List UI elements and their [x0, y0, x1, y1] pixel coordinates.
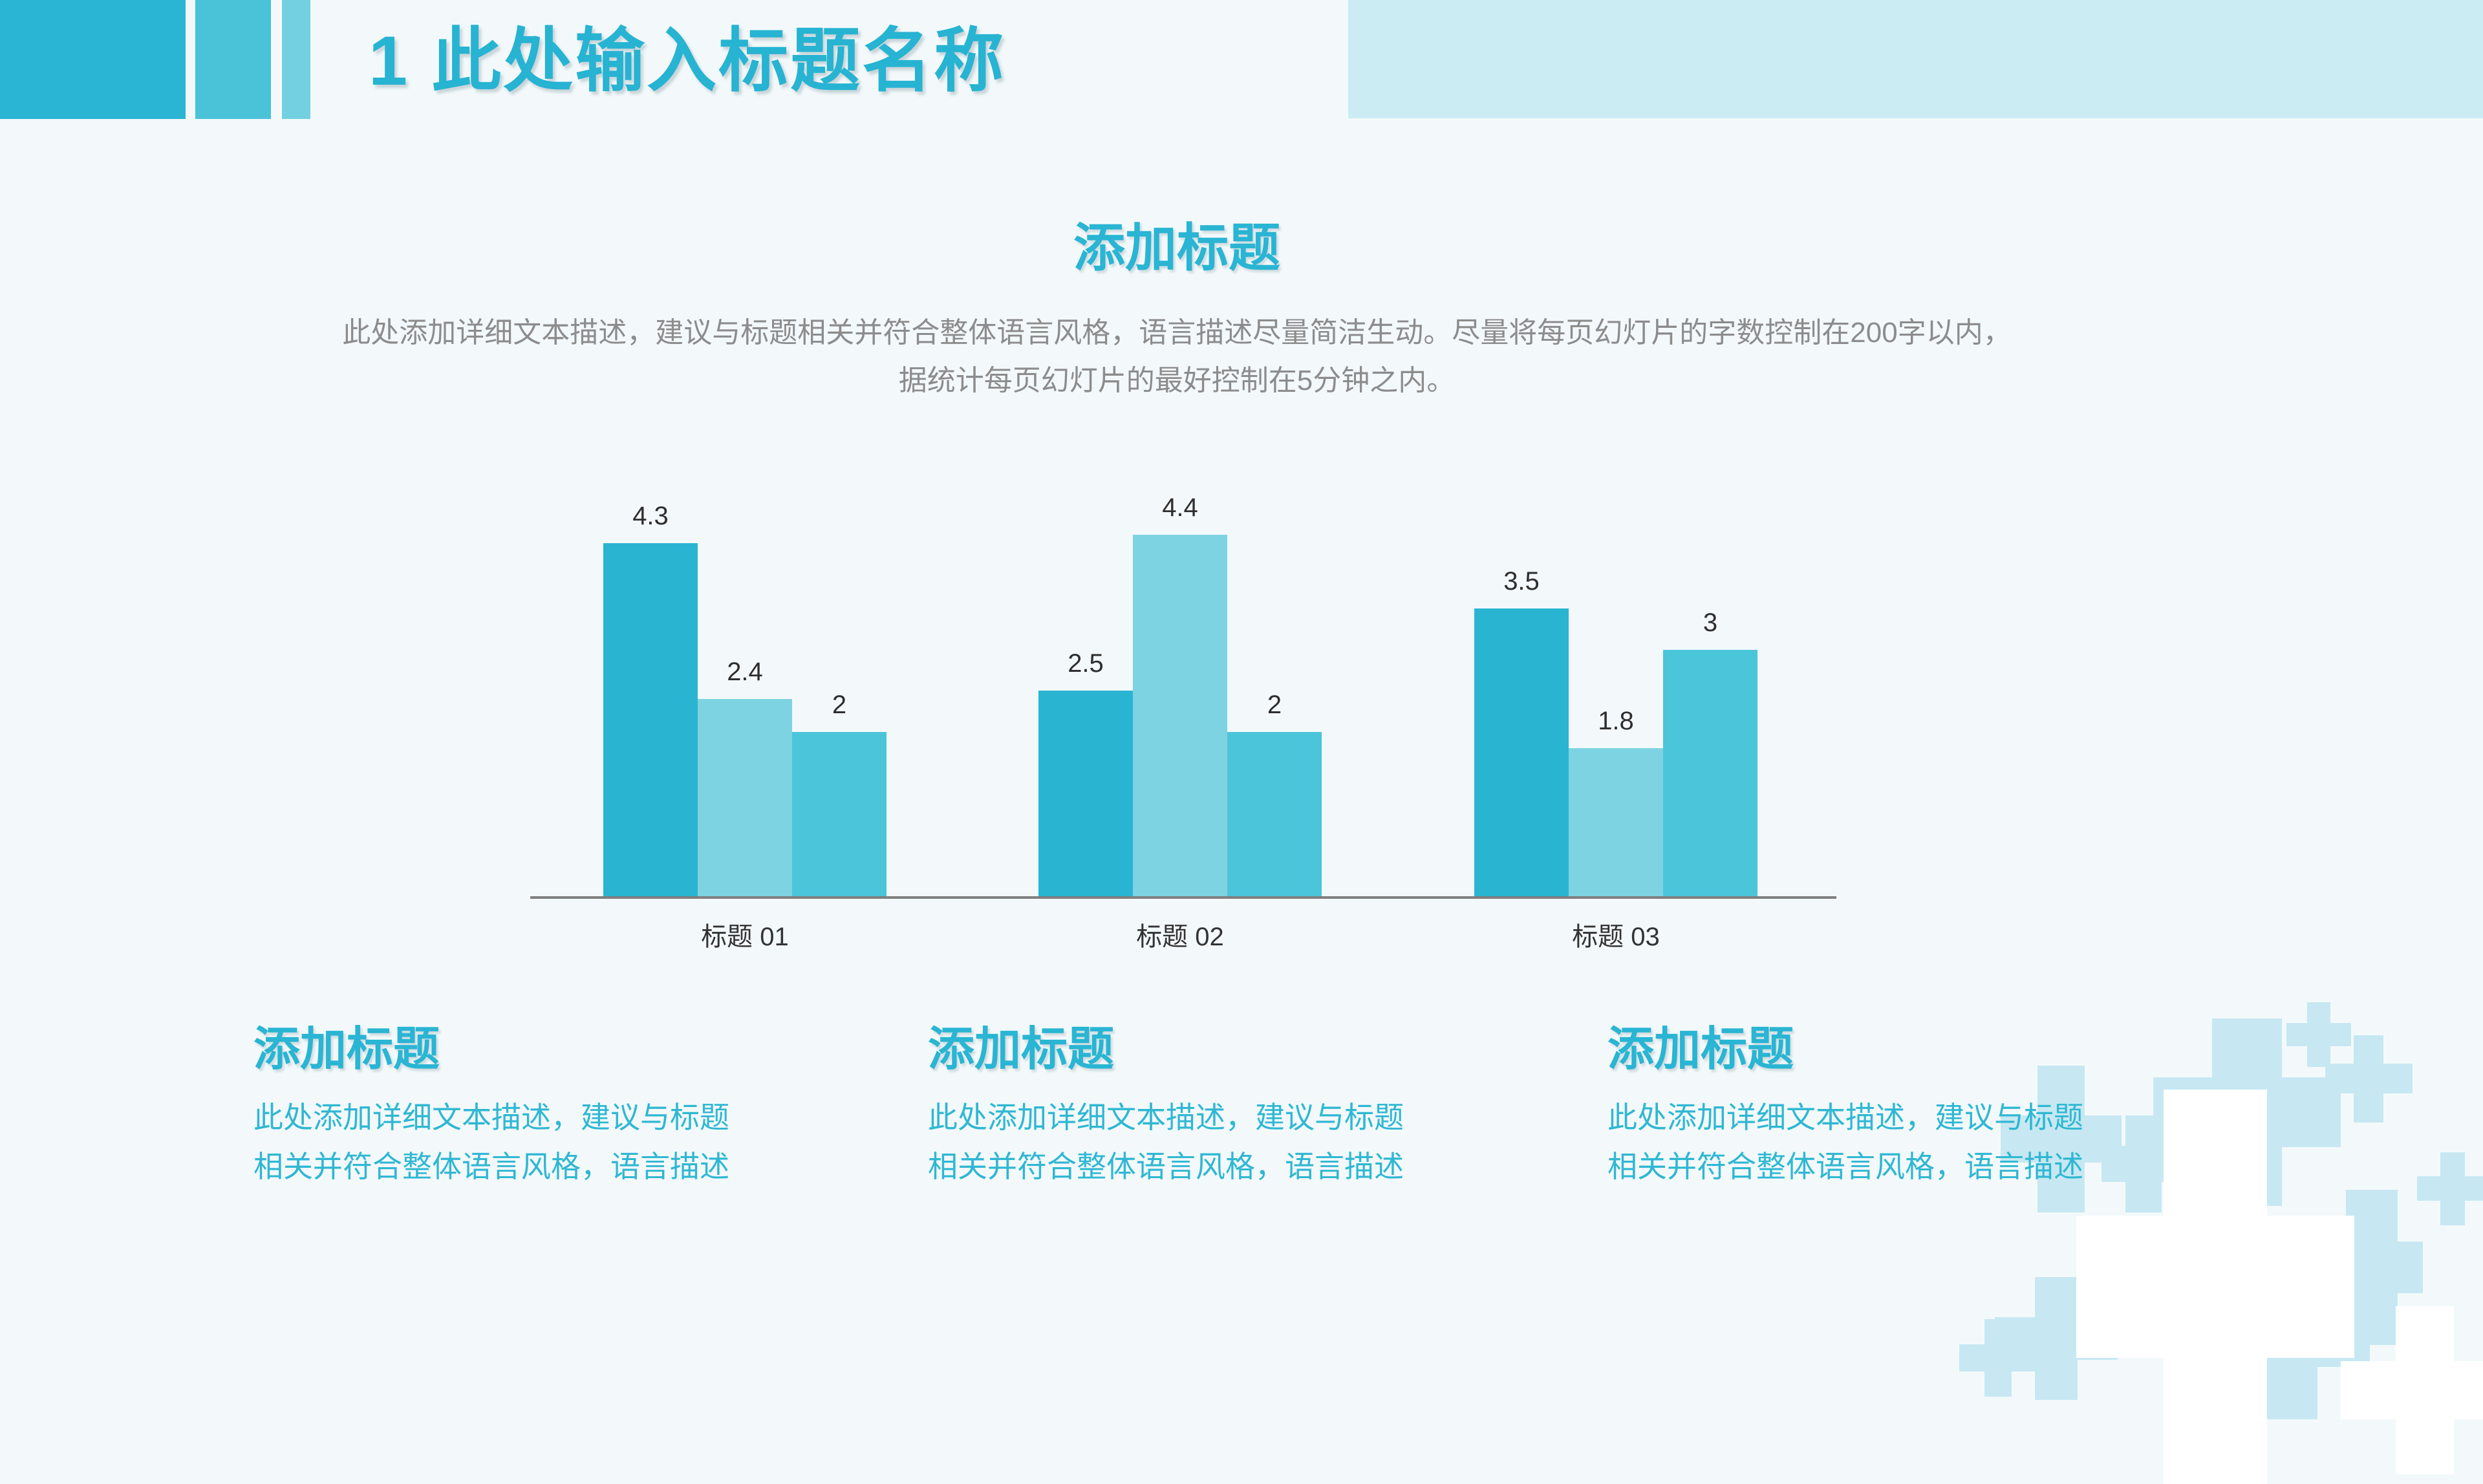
- page-title-text: 此处输入标题名称: [431, 21, 1006, 100]
- bar-group-2: 2.5 4.4 2 标题 02: [1038, 489, 1322, 951]
- data-label: 2: [832, 691, 847, 719]
- plus-cross-shape: [2417, 1152, 2483, 1225]
- grouped-bar-chart: 4.3 2.4 2 标题 01 2.5 4.4 2 标题 02 3.5 1.8 3 标题 03: [530, 489, 1836, 951]
- page-number: 1: [369, 21, 410, 100]
- bar-3-series-2: [1569, 748, 1663, 896]
- data-label: 2.5: [1068, 649, 1104, 678]
- page-title: 1 此处输入标题名称: [369, 19, 1005, 102]
- card-1-heading: 添加标题: [253, 1024, 440, 1075]
- bar-1-series-2: [698, 699, 792, 896]
- bar-1-series-3: [792, 732, 887, 896]
- data-label: 3.5: [1503, 567, 1540, 596]
- plus-cross-shape: [1959, 1319, 2037, 1397]
- bar-3-series-3: [1663, 650, 1757, 896]
- medical-cross-decoration: [1959, 1002, 2483, 1484]
- slide: 1 此处输入标题名称 添加标题 此处添加详细文本描述，建议与标题相关并符合整体语言…: [0, 0, 2483, 1191]
- bar-2-series-3: [1227, 732, 1322, 896]
- card-2: 添加标题 此处添加详细文本描述，建议与标题 相关并符合整体语言风格，语言描述: [928, 1022, 1484, 1191]
- section-description: 此处添加详细文本描述，建议与标题相关并符合整体语言风格，语言描述尽量简洁生动。尽…: [342, 317, 2012, 396]
- card-2-body: 此处添加详细文本描述，建议与标题 相关并符合整体语言风格，语言描述: [928, 1101, 1404, 1183]
- data-label: 2.4: [727, 658, 763, 686]
- data-label: 2: [1267, 691, 1282, 719]
- header-accent-bar-small: [282, 0, 310, 119]
- plus-cross-shape: [2325, 1035, 2413, 1123]
- bar-2-series-2: [1133, 535, 1227, 896]
- header-right-band: [1348, 0, 2483, 118]
- bar-group-3: 3.5 1.8 3 标题 03: [1474, 489, 1757, 951]
- data-label: 4.4: [1162, 493, 1198, 522]
- bar-2-series-1: [1038, 691, 1133, 896]
- plus-cross-shape: [2000, 1065, 2122, 1212]
- section-heading: 添加标题: [1073, 219, 1280, 277]
- card-1-body: 此处添加详细文本描述，建议与标题 相关并符合整体语言风格，语言描述: [253, 1101, 729, 1183]
- card-3-heading: 添加标题: [1607, 1024, 1794, 1075]
- category-label: 标题 02: [1136, 923, 1224, 951]
- card-3: 添加标题 此处添加详细文本描述，建议与标题 相关并符合整体语言风格，语言描述: [1607, 1022, 2164, 1191]
- data-label: 3: [1703, 608, 1718, 637]
- card-2-heading: 添加标题: [928, 1024, 1115, 1075]
- category-label: 标题 01: [701, 923, 789, 951]
- card-1: 添加标题 此处添加详细文本描述，建议与标题 相关并符合整体语言风格，语言描述: [253, 1022, 810, 1191]
- intro-section: 添加标题 此处添加详细文本描述，建议与标题相关并符合整体语言风格，语言描述尽量简…: [272, 217, 2082, 405]
- data-label: 4.3: [632, 502, 669, 530]
- card-3-body: 此处添加详细文本描述，建议与标题 相关并符合整体语言风格，语言描述: [1607, 1101, 2083, 1183]
- bar-3-series-1: [1474, 608, 1569, 896]
- bar-1-series-1: [603, 543, 698, 896]
- plus-cross-shape: [2286, 1002, 2351, 1067]
- header-accent-bar-medium: [195, 0, 271, 119]
- category-label: 标题 03: [1572, 923, 1660, 951]
- header-accent-block-large: [0, 0, 186, 119]
- data-label: 1.8: [1598, 707, 1634, 735]
- bar-group-1: 4.3 2.4 2 标题 01: [603, 489, 887, 951]
